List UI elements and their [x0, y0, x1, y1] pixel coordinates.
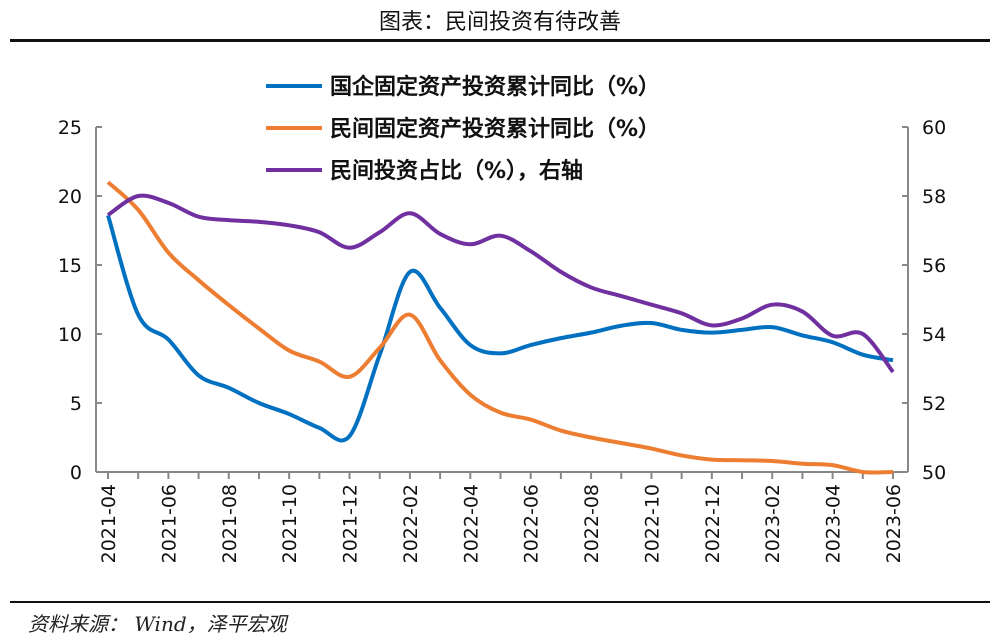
x-tick-label: 2021-08 — [219, 484, 241, 563]
chart-title: 图表：民间投资有待改善 — [378, 10, 621, 35]
x-tick-label: 2021-04 — [98, 484, 120, 563]
legend-label-3: 民间投资占比（%），右轴 — [330, 158, 583, 184]
right-tick-label: 54 — [922, 324, 946, 346]
x-tick-label: 2022-06 — [521, 484, 543, 563]
x-tick-label: 2021-10 — [279, 484, 301, 563]
left-tick-label: 20 — [58, 186, 82, 208]
legend-label-1: 国企固定资产投资累计同比（%） — [330, 74, 660, 100]
left-tick-label: 10 — [58, 324, 82, 346]
series-line-2 — [106, 180, 894, 475]
x-tick-label: 2023-06 — [883, 484, 905, 563]
left-tick-label: 25 — [58, 117, 82, 139]
series-line-3 — [106, 193, 895, 374]
source-note: 资料来源： Wind，泽平宏观 — [28, 612, 287, 636]
x-tick-label: 2023-02 — [762, 484, 784, 563]
x-tick-label: 2022-12 — [702, 484, 724, 563]
left-tick-label: 5 — [70, 393, 82, 415]
x-tick-label: 2022-10 — [641, 484, 663, 563]
left-tick-label: 0 — [70, 462, 82, 484]
x-tick-label: 2021-06 — [158, 484, 180, 563]
x-tick-label: 2021-12 — [340, 484, 362, 563]
right-tick-label: 60 — [922, 117, 946, 139]
right-tick-label: 52 — [922, 393, 946, 415]
source-divider — [10, 601, 990, 603]
left-tick-label: 15 — [58, 255, 82, 277]
title-divider — [10, 39, 990, 42]
x-tick-label: 2023-04 — [823, 484, 845, 563]
right-tick-label: 58 — [922, 186, 946, 208]
legend-label-2: 民间固定资产投资累计同比（%） — [330, 116, 660, 142]
x-tick-label: 2022-08 — [581, 484, 603, 563]
x-tick-label: 2022-02 — [400, 484, 422, 563]
series-line-1 — [106, 214, 894, 443]
right-tick-label: 56 — [922, 255, 946, 277]
x-tick-label: 2022-04 — [460, 484, 482, 563]
right-tick-label: 50 — [922, 462, 946, 484]
